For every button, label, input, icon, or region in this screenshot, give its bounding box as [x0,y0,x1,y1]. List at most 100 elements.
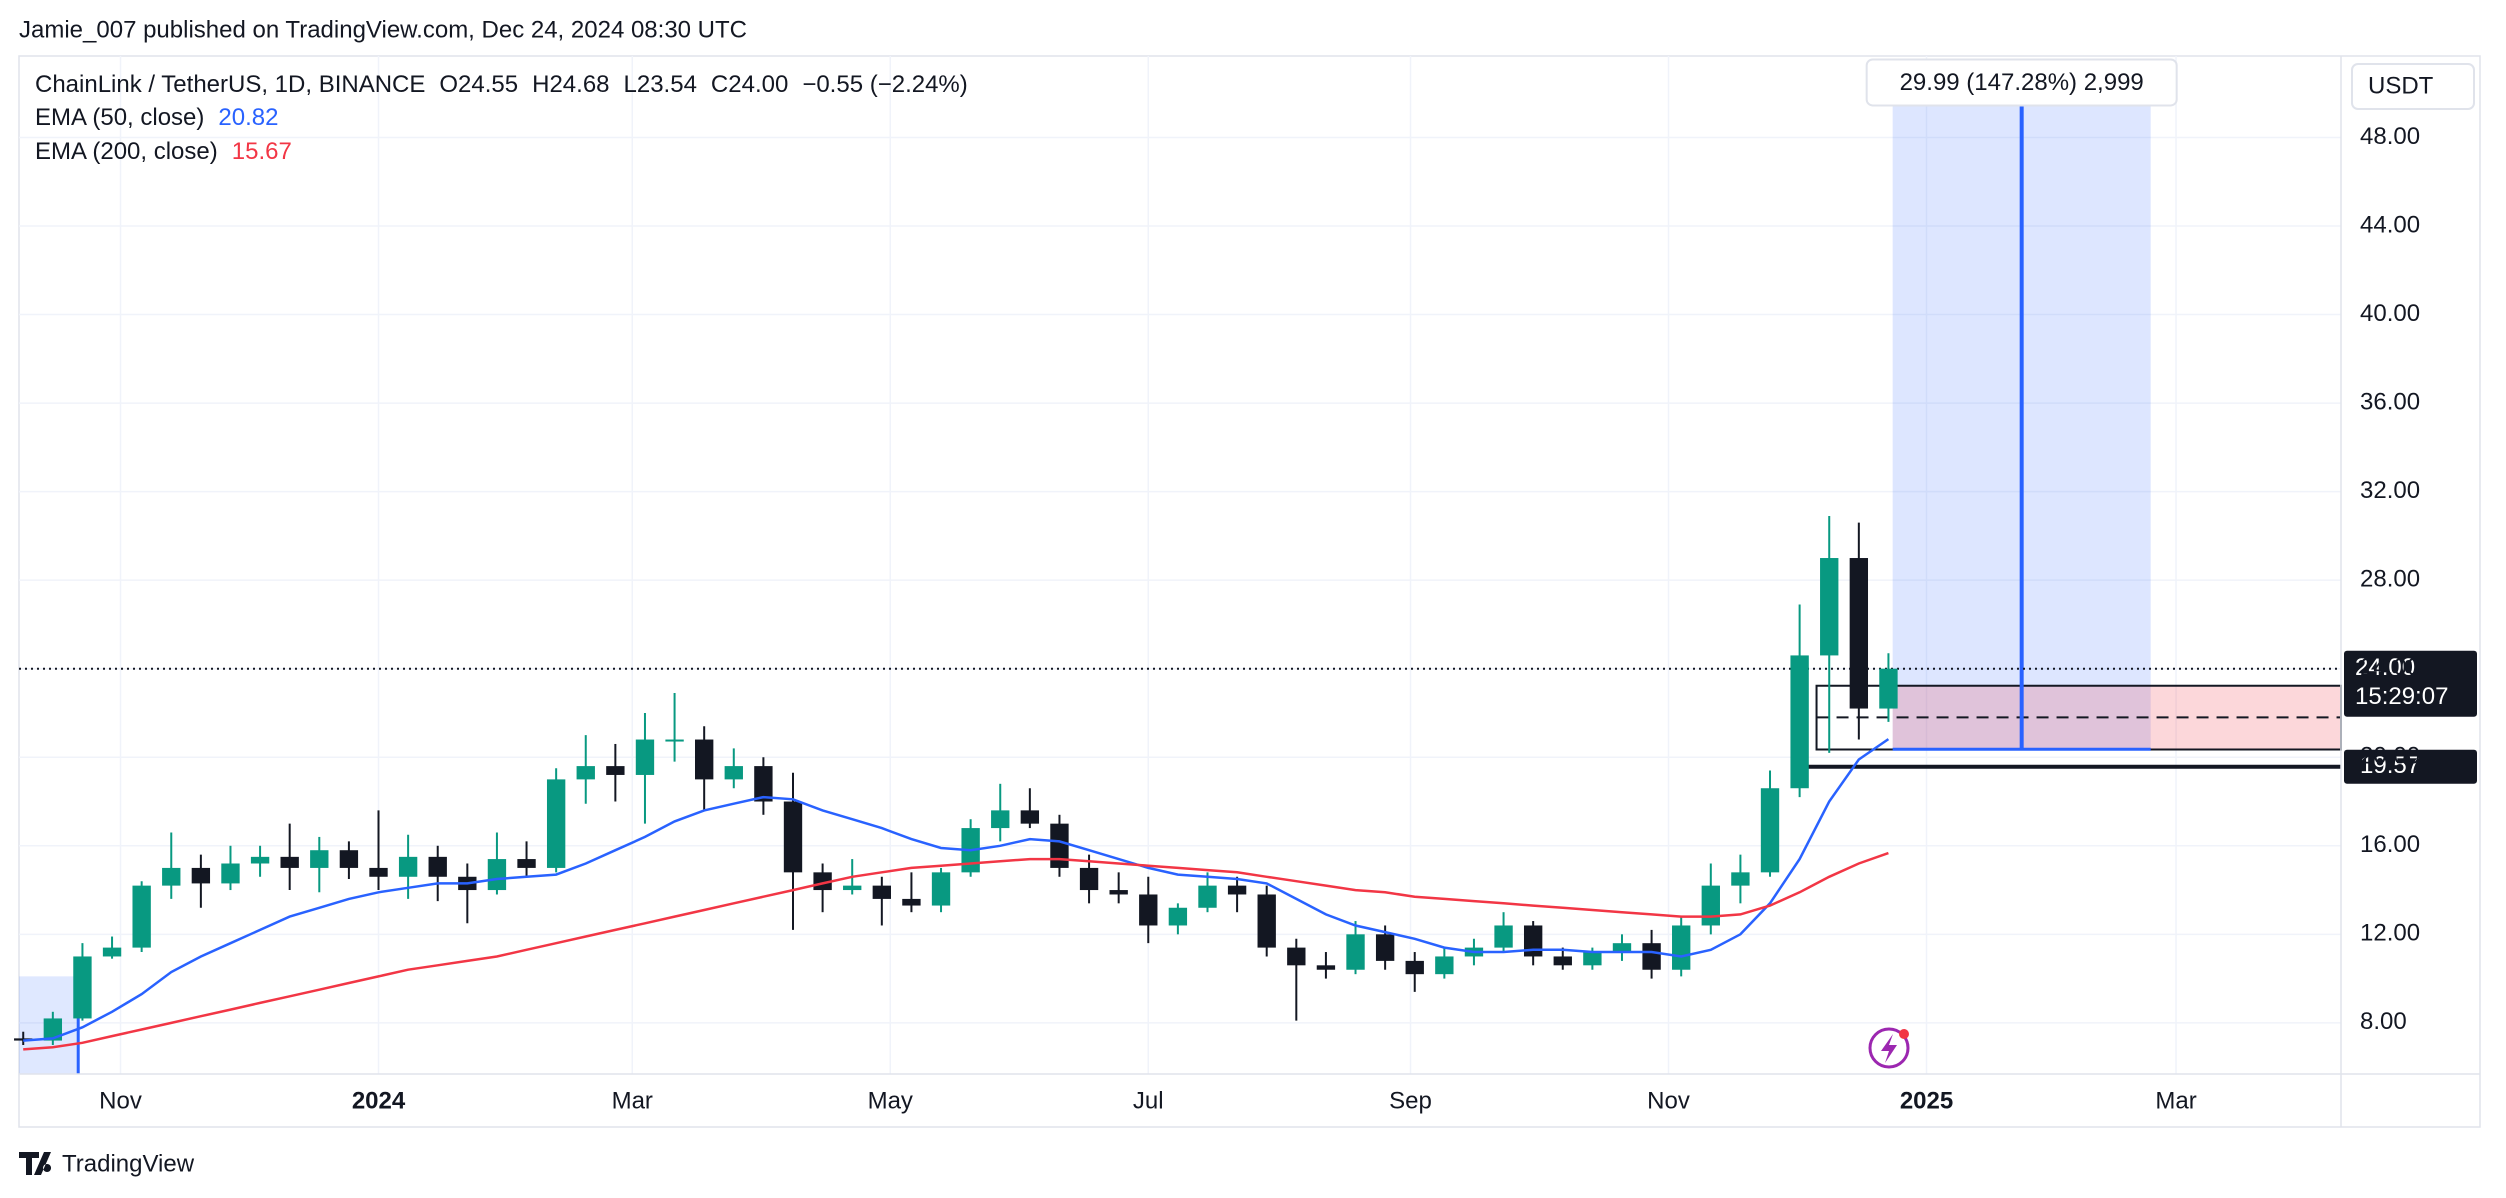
candle-body [872,885,891,899]
y-tick-label: 24.00 [2360,654,2420,681]
y-tick-label: 32.00 [2360,477,2420,504]
candle-body [398,856,418,877]
legend-symbol-line: ChainLink / TetherUS, 1D, BINANCE O24.55 H… [35,71,968,98]
candle-body [428,856,447,877]
candle-body [162,867,181,886]
y-tick-label: 8.00 [2360,1008,2407,1035]
currency: USDT [2368,72,2434,99]
candle-body [724,766,743,780]
candle-body [43,1018,63,1041]
y-tick-label: 40.00 [2360,300,2420,327]
y-tick-label: 44.00 [2360,211,2420,238]
candle-body [843,885,862,891]
candle-body [902,898,921,906]
currency-box[interactable] [2351,63,2475,110]
candle-body [1139,894,1158,926]
candle-body [1346,934,1365,970]
candle-body [191,867,211,884]
candle-body [1849,558,1869,709]
x-tick-label: Mar [612,1087,653,1114]
y-tick-label: 28.00 [2360,566,2420,593]
candle-body [1612,943,1632,953]
chart-frame [18,55,2481,1128]
x-tick-label: May [868,1087,913,1114]
candle-body [102,947,122,957]
candle-body [1760,788,1780,873]
candle-body [695,739,714,780]
x-tick-label: Mar [2155,1087,2196,1114]
last-price-tag [2344,650,2477,717]
event-dot [1899,1029,1909,1039]
candle-body [931,872,951,906]
candle-body [1731,872,1750,886]
grid-layer [19,56,2341,1074]
ohlc-readout: C24.00 [711,71,788,98]
legend-name: EMA (200, close) [35,138,218,165]
candle-body [339,850,359,868]
ema-line [23,851,1889,1051]
price-line-tag [2344,749,2477,784]
candle-body [1287,947,1306,966]
candle-body [517,859,536,868]
event-bolt [1881,1034,1897,1063]
candle-body [1494,925,1513,948]
candle-body [1227,885,1247,895]
x-tick-label: Nov [1647,1087,1690,1114]
legend-value: 15.67 [232,138,292,165]
ohlc-readout: O24.55 [439,71,518,98]
candle-body [1672,925,1691,970]
byline: Jamie_007 published on TradingView.com, … [19,16,747,43]
candle-body [783,801,803,873]
candle-body [250,856,270,864]
candle-body [576,766,595,780]
price-layer [14,515,1898,1051]
candle-body [369,867,388,877]
brand-logo [19,1152,52,1175]
candle-body [1109,890,1128,895]
candle-body [1583,952,1602,966]
legend-value: 20.82 [218,104,278,131]
candle-body [1553,956,1572,966]
candle-body [280,856,299,868]
candle-body [1820,558,1839,656]
candle-body [221,863,240,884]
x-tick-label: 2024 [352,1087,406,1114]
y-tick-label: 20.00 [2360,743,2420,770]
candle-body [132,885,151,948]
y-tick-label: 36.00 [2360,388,2420,415]
candle-body [1198,885,1217,908]
candle-body [1405,960,1424,975]
candle-body [546,779,566,868]
candle-body [1257,894,1276,948]
x-tick-label: Jul [1133,1087,1164,1114]
legend-entry[interactable]: EMA (200, close) 15.67 [35,138,292,165]
legend-entry[interactable]: EMA (50, close) 20.82 [35,104,278,131]
y-tick-label: 48.00 [2360,123,2420,150]
candle-body [1435,956,1454,975]
last-price-label: 24.00 [2355,654,2415,681]
countdown: 15:29:07 [2355,683,2448,710]
brand: TradingView [62,1150,195,1177]
candle-body [1079,867,1099,891]
candle-body [635,739,655,775]
ohlc-readout: −0.55 (−2.24%) [802,71,967,98]
candle-body [1523,925,1543,957]
position-label-box [1865,58,2178,107]
x-tick-label: Sep [1389,1087,1432,1114]
y-tick-label: 16.00 [2360,831,2420,858]
x-tick-label: 2025 [1900,1087,1953,1114]
candle-body [1642,943,1661,970]
candle-body [1316,965,1336,970]
x-tick-label: Nov [99,1087,142,1114]
candle-body [1790,655,1809,789]
y-tick-label: 12.00 [2360,920,2420,947]
ohlc-readout: L23.54 [624,71,697,98]
candle-body [1168,907,1188,926]
ohlc-readout: H24.68 [532,71,609,98]
candle-body [1375,934,1395,961]
candle-body [487,859,507,891]
legend-name: EMA (50, close) [35,104,204,131]
ema-line [23,738,1890,1042]
